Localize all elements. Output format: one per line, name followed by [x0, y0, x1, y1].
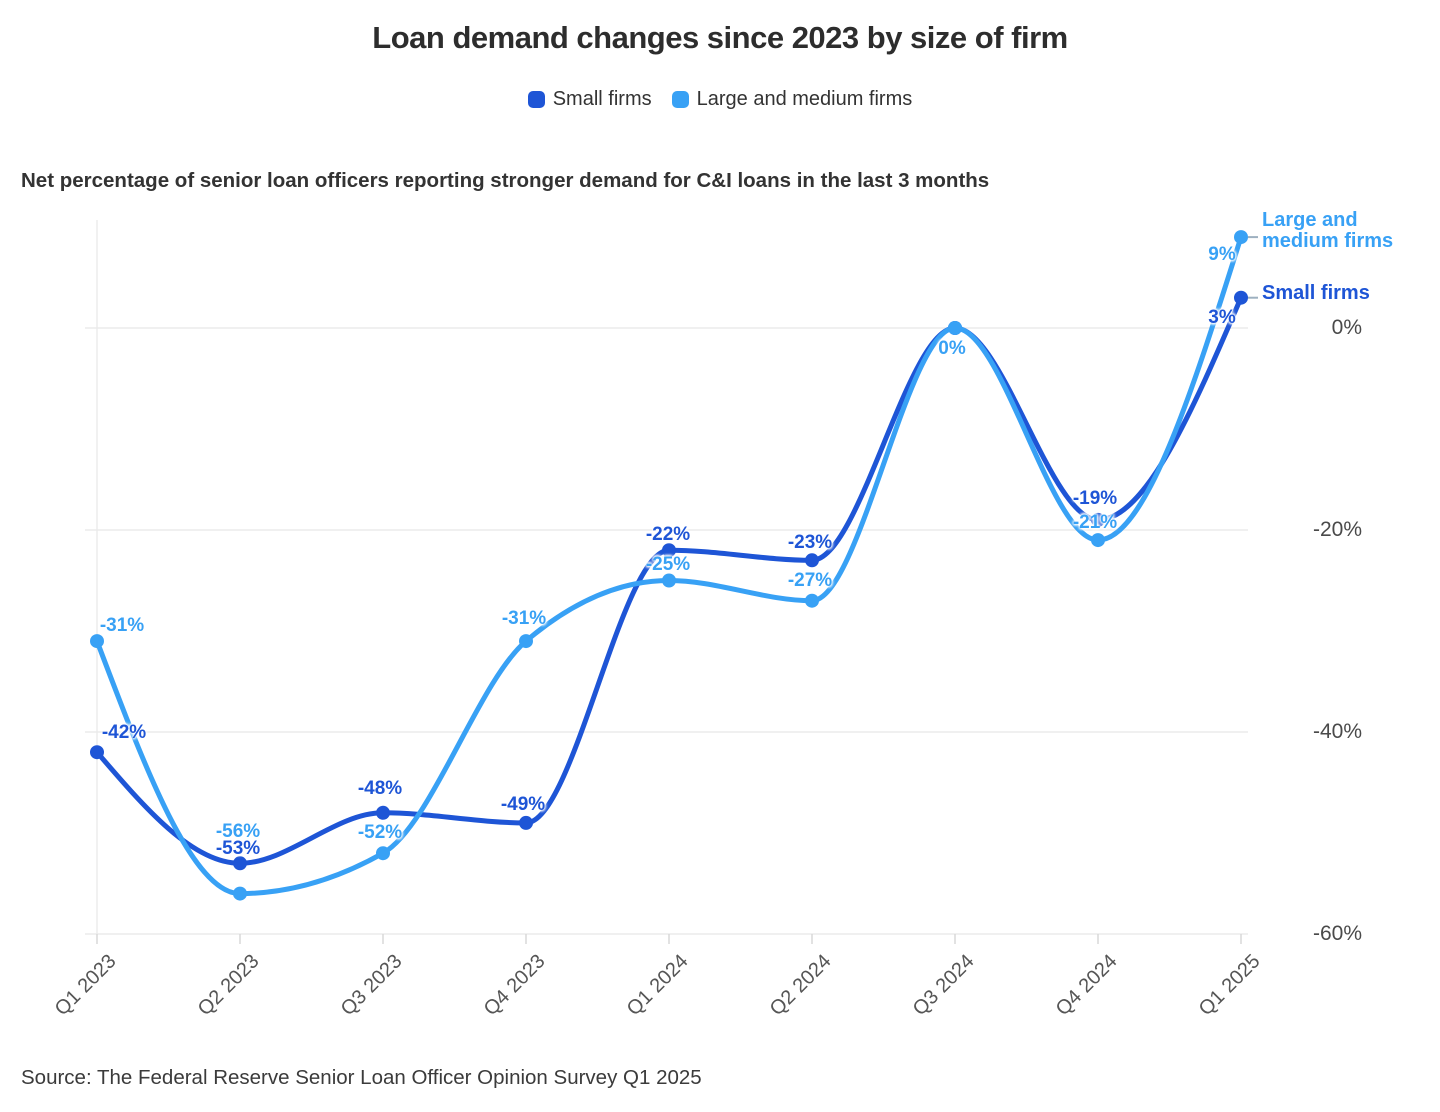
legend-item-small-firms: Small firms [527, 88, 652, 111]
legend-item-large-and-medium-firms: Large and medium firms [671, 88, 913, 111]
data-point-small-firms [805, 553, 819, 568]
point-label-small-firms: -48% [357, 777, 403, 799]
point-label-large-and-medium-firms: 0% [938, 338, 966, 359]
data-point-small-firms [376, 805, 390, 820]
legend-swatch-icon [527, 91, 545, 108]
data-point-large-and-medium-firms [233, 886, 247, 901]
point-label-large-and-medium-firms: -56% [215, 820, 261, 842]
point-label-large-and-medium-firms: -27% [787, 569, 833, 591]
point-label-large-and-medium-firms: -31% [99, 615, 145, 637]
data-point-large-and-medium-firms [1091, 533, 1105, 548]
series-end-label-line: Large and [1262, 209, 1358, 231]
data-point-large-and-medium-firms [662, 573, 676, 588]
data-point-large-and-medium-firms [376, 846, 390, 861]
series-end-label-large-and-medium-firms: Large and medium firms [1262, 210, 1393, 252]
point-label-small-firms: -53% [215, 838, 261, 860]
data-point-large-and-medium-firms [519, 634, 533, 649]
legend-label: Large and medium firms [696, 88, 913, 110]
point-label-large-and-medium-firms: -25% [645, 553, 691, 575]
y-tick-label: -20% [1312, 518, 1362, 541]
point-label-large-and-medium-firms: -31% [501, 608, 547, 630]
series-end-label-small-firms: Small firms [1262, 283, 1370, 304]
legend-label: Small firms [552, 88, 652, 110]
y-tick-label: 0% [1331, 316, 1362, 339]
point-label-small-firms: -19% [1072, 487, 1118, 509]
point-label-small-firms: 3% [1208, 306, 1236, 328]
point-label-small-firms: -23% [787, 532, 833, 554]
data-point-small-firms [519, 815, 533, 830]
data-point-large-and-medium-firms [1234, 230, 1248, 245]
legend-swatch-icon [671, 91, 689, 108]
series-line-small-firms [94, 295, 1244, 866]
series-line-large-and-medium-firms [94, 234, 1244, 897]
y-tick-label: -40% [1312, 720, 1362, 743]
data-point-small-firms [662, 543, 676, 558]
data-point-small-firms [90, 745, 104, 760]
point-label-large-and-medium-firms: -52% [357, 822, 403, 844]
data-point-large-and-medium-firms [805, 593, 819, 608]
data-point-small-firms [1091, 512, 1105, 527]
point-label-large-and-medium-firms: 9% [1208, 244, 1236, 266]
source-note: Source: The Federal Reserve Senior Loan … [21, 1066, 702, 1089]
point-label-small-firms: -22% [645, 524, 691, 546]
series-end-label-line: Small firms [1262, 282, 1370, 304]
data-point-small-firms [1234, 290, 1248, 305]
series-end-label-line: medium firms [1262, 230, 1394, 252]
point-label-small-firms: -42% [101, 722, 147, 744]
point-label-small-firms: -49% [500, 793, 546, 815]
point-label-large-and-medium-firms: -21% [1072, 512, 1118, 534]
data-point-large-and-medium-firms [90, 634, 104, 649]
chart-subtitle: Net percentage of senior loan officers r… [21, 169, 990, 192]
y-tick-label: -60% [1312, 922, 1362, 945]
chart-title: Loan demand changes since 2023 by size o… [372, 20, 1068, 55]
legend: Small firms Large and medium firms [0, 88, 1440, 111]
data-point-small-firms [233, 856, 247, 871]
data-point-large-and-medium-firms [948, 321, 962, 335]
